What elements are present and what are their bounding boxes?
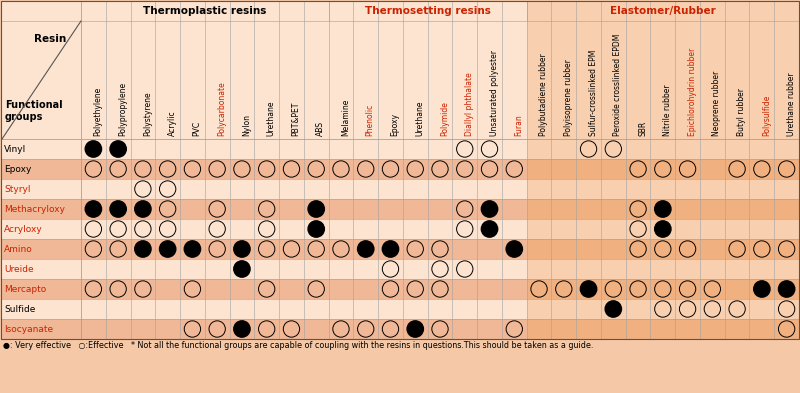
Circle shape (110, 201, 126, 217)
Bar (1, 239, 799, 259)
Text: Urethane: Urethane (415, 101, 424, 136)
Circle shape (308, 201, 324, 217)
Bar (526, 279, 799, 299)
Circle shape (382, 241, 398, 257)
Bar (1, 299, 799, 319)
Text: Sulfide: Sulfide (4, 305, 35, 314)
Circle shape (234, 261, 250, 277)
Bar (1, 1, 799, 339)
Text: Polypropylene: Polypropylene (118, 82, 127, 136)
Text: Neoprene rubber: Neoprene rubber (712, 71, 722, 136)
Text: Polyethylene: Polyethylene (94, 87, 102, 136)
Bar (1, 159, 799, 179)
Circle shape (482, 201, 498, 217)
Text: Acryloxy: Acryloxy (4, 224, 42, 233)
Circle shape (234, 321, 250, 337)
Circle shape (159, 241, 176, 257)
Text: ABS: ABS (316, 121, 326, 136)
Text: Amino: Amino (4, 244, 33, 253)
Circle shape (184, 241, 201, 257)
Text: Acrylic: Acrylic (168, 110, 177, 136)
Circle shape (482, 221, 498, 237)
Bar (1, 319, 799, 339)
Bar (1, 279, 799, 299)
Text: Mercapto: Mercapto (4, 285, 46, 294)
Bar (1, 139, 799, 159)
Bar (526, 199, 799, 219)
Circle shape (506, 241, 522, 257)
Text: Epoxy: Epoxy (390, 113, 399, 136)
Text: Elastomer/Rubber: Elastomer/Rubber (610, 6, 716, 16)
Bar (526, 239, 799, 259)
Circle shape (654, 201, 671, 217)
Text: Epoxy: Epoxy (4, 165, 31, 173)
Text: Polyisoprene rubber: Polyisoprene rubber (564, 59, 573, 136)
Text: Isocyanate: Isocyanate (4, 325, 53, 334)
Text: Styryl: Styryl (4, 184, 30, 193)
Circle shape (234, 241, 250, 257)
Text: Polystyrene: Polystyrene (143, 92, 152, 136)
Text: Resin: Resin (34, 34, 66, 44)
Circle shape (580, 281, 597, 297)
Circle shape (110, 141, 126, 157)
Text: SBR: SBR (638, 121, 647, 136)
Text: Urethane: Urethane (266, 101, 276, 136)
Text: Nylon: Nylon (242, 114, 251, 136)
Bar (526, 179, 799, 199)
Text: Polymide: Polymide (440, 101, 449, 136)
Circle shape (778, 281, 794, 297)
Text: Butyl rubber: Butyl rubber (737, 88, 746, 136)
Bar (526, 259, 799, 279)
Text: Phenolic: Phenolic (366, 104, 374, 136)
Text: Melamine: Melamine (341, 99, 350, 136)
Text: Methacryloxy: Methacryloxy (4, 204, 65, 213)
Text: Thermosetting resins: Thermosetting resins (365, 6, 490, 16)
Circle shape (86, 201, 102, 217)
Bar (526, 319, 799, 339)
Text: Vinyl: Vinyl (4, 145, 26, 154)
Bar (1, 179, 799, 199)
Text: PBT&PET: PBT&PET (291, 102, 301, 136)
Bar (526, 159, 799, 179)
Text: Furan: Furan (514, 114, 523, 136)
Text: Polycarbonate: Polycarbonate (217, 81, 226, 136)
Text: Peroxide crosslinked EPDM: Peroxide crosslinked EPDM (614, 34, 622, 136)
Text: ●: Very effective   ○:Effective   * Not all the functional groups are capable of: ●: Very effective ○:Effective * Not all … (3, 341, 594, 350)
Circle shape (358, 241, 374, 257)
Bar (526, 139, 799, 159)
Bar (1, 199, 799, 219)
Bar (1, 1, 81, 139)
Circle shape (754, 281, 770, 297)
Text: Epichlorohydrin rubber: Epichlorohydrin rubber (687, 48, 697, 136)
Text: Thermoplastic resins: Thermoplastic resins (143, 6, 266, 16)
Circle shape (605, 301, 622, 317)
Text: Unsaturated polyester: Unsaturated polyester (490, 50, 498, 136)
Bar (1, 259, 799, 279)
Circle shape (134, 241, 151, 257)
Text: Diallyl phthalate: Diallyl phthalate (465, 72, 474, 136)
Bar (1, 1, 799, 339)
Circle shape (86, 141, 102, 157)
Circle shape (308, 221, 324, 237)
Text: PVC: PVC (193, 121, 202, 136)
Circle shape (654, 221, 671, 237)
Text: Nitrile rubber: Nitrile rubber (663, 84, 672, 136)
Bar (526, 219, 799, 239)
Text: Ureide: Ureide (4, 264, 34, 274)
Text: Sulfur-crosslinked EPM: Sulfur-crosslinked EPM (589, 50, 598, 136)
Circle shape (134, 201, 151, 217)
Text: Functional
groups: Functional groups (5, 100, 62, 122)
Bar (526, 299, 799, 319)
Text: Polybutadiene rubber: Polybutadiene rubber (539, 53, 548, 136)
Bar (1, 219, 799, 239)
Bar (526, 1, 799, 139)
Text: Polysulfide: Polysulfide (762, 95, 771, 136)
Circle shape (407, 321, 423, 337)
Text: Urethane rubber: Urethane rubber (786, 72, 796, 136)
